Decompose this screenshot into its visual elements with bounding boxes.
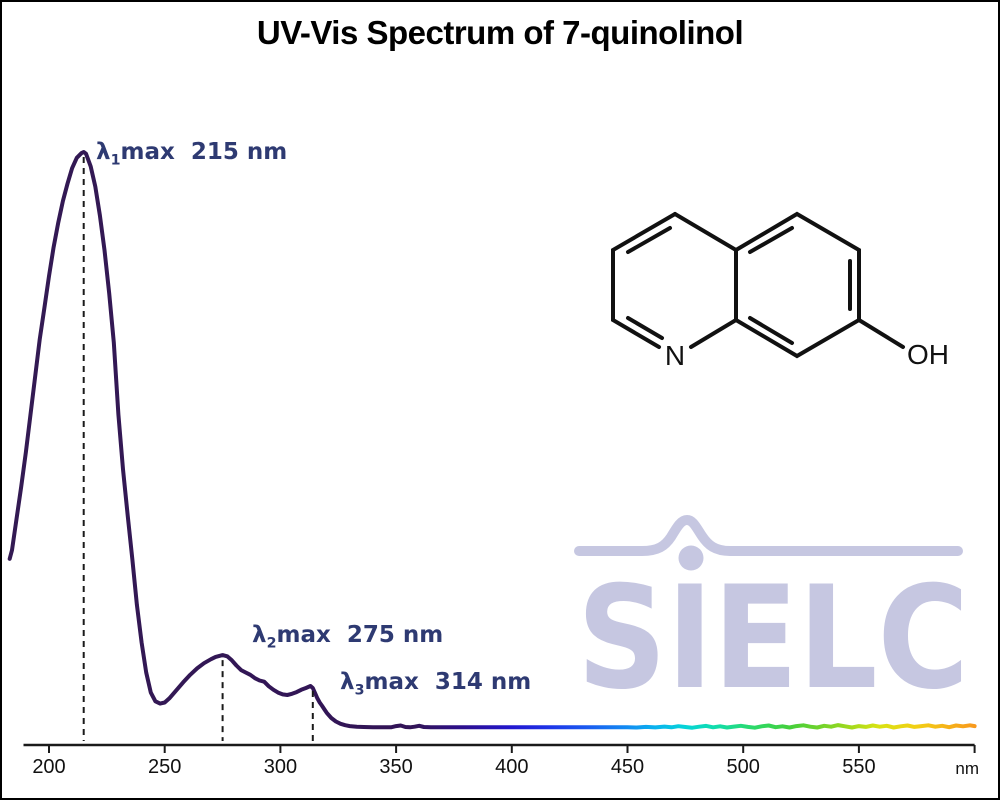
nitrogen-label: N [665,340,685,371]
peak-label-lambda1: λ1max 215 nm [64,113,287,191]
bond-to-oh [857,318,905,349]
bond [734,211,861,359]
lambda-subscript: 1 [110,152,121,169]
x-tick-label: 200 [32,756,65,778]
peak-label-lambda2: λ2max 275 nm [220,596,443,674]
plot-layer: 200 250 300 350 400 450 500 550 nm [7,150,979,778]
lambda-symbol: λ [252,622,267,648]
sielc-logo: SIELC [574,514,969,721]
peak-label-text: max 314 nm [364,669,532,695]
spectrum-curve [7,150,977,730]
x-tick-label: 500 [727,756,760,778]
double-bond [748,316,794,345]
peak-label-lambda3: λ3max 314 nm [308,643,531,721]
x-tick-label: 300 [264,756,297,778]
logo-chromatogram-line-icon [574,514,963,556]
peak-label-text: max 215 nm [120,139,288,165]
logo-text: SIELC [577,556,969,721]
double-bond [626,226,672,254]
x-axis-unit-label: nm [955,759,979,778]
bond [611,212,677,349]
x-tick-label: 450 [611,756,644,778]
page-title: UV-Vis Spectrum of 7-quinolinol [256,14,744,51]
double-bond [748,226,794,254]
lambda-symbol: λ [340,669,355,695]
x-tick-label: 250 [148,756,181,778]
peak-label-text: max 275 nm [276,622,444,648]
lambda-symbol: λ [96,139,111,165]
x-tick-label: 400 [495,756,528,778]
molecule-structure: N OH [611,211,949,371]
lambda-subscript: 2 [266,635,277,652]
bond [673,212,738,349]
x-tick-label: 550 [842,756,875,778]
x-tick-label: 350 [379,756,412,778]
double-bond [626,316,664,340]
lambda-subscript: 3 [354,682,365,699]
logo-i-dot-icon [678,545,704,571]
hydroxyl-label: OH [907,339,949,370]
